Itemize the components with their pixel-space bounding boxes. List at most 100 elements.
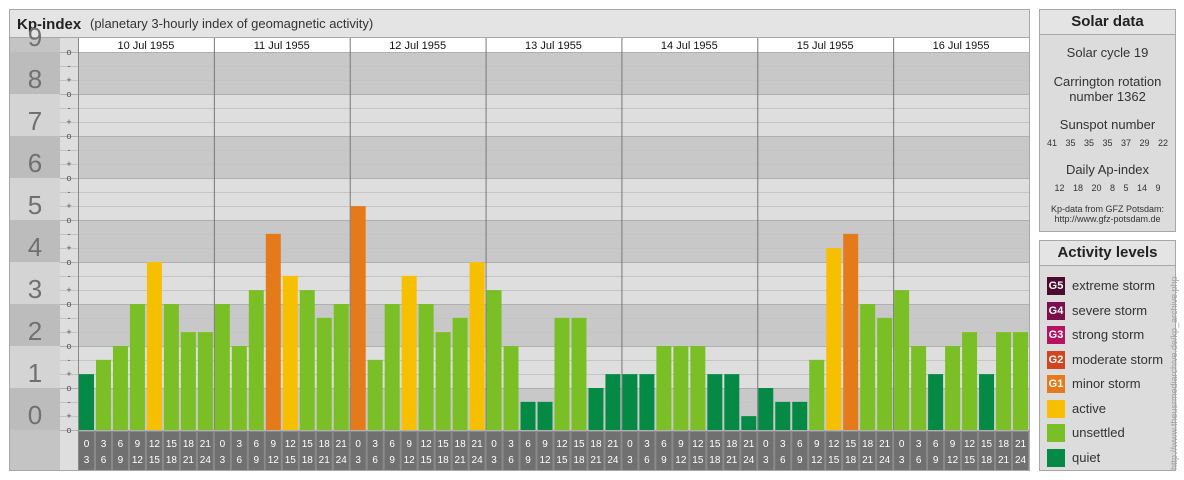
interval-cell	[214, 432, 230, 470]
interval-end-label: 12	[404, 455, 416, 466]
interval-start-label: 12	[556, 439, 568, 450]
interval-end-label: 6	[644, 455, 650, 466]
interval-end-label: 12	[947, 455, 959, 466]
interval-end-label: 21	[726, 455, 738, 466]
interval-start-label: 15	[302, 439, 314, 450]
legend-label: quiet	[1072, 449, 1101, 465]
interval-end-label: 24	[879, 455, 891, 466]
interval-cell	[996, 432, 1012, 470]
interval-start-label: 18	[183, 439, 195, 450]
interval-cell	[282, 432, 298, 470]
y-minor-tick: o	[66, 173, 71, 183]
kp-bar	[928, 374, 944, 430]
kp-bar	[894, 290, 910, 430]
interval-end-label: 3	[355, 455, 361, 466]
kp-bar	[860, 304, 876, 430]
y-tick-label: 8	[28, 64, 42, 94]
y-minor-tick: -	[68, 145, 71, 155]
kp-bar	[537, 401, 553, 430]
interval-cell	[724, 432, 740, 470]
interval-cell	[656, 432, 672, 470]
interval-end-label: 18	[166, 455, 178, 466]
interval-start-label: 6	[661, 439, 667, 450]
interval-start-label: 0	[491, 439, 497, 450]
interval-end-label: 15	[285, 455, 297, 466]
legend-label: strong storm	[1072, 327, 1145, 342]
interval-start-label: 18	[455, 439, 467, 450]
interval-start-label: 12	[149, 439, 161, 450]
interval-start-label: 0	[763, 439, 769, 450]
solar-data-panel: Solar data Solar cycle 19 Carrington rot…	[1039, 9, 1176, 232]
legend-swatch: G1	[1047, 375, 1065, 393]
activity-levels-title: Activity levels	[1040, 241, 1175, 266]
interval-end-label: 6	[372, 455, 378, 466]
interval-end-label: 6	[237, 455, 243, 466]
kp-bar	[945, 346, 961, 430]
interval-start-label: 9	[135, 439, 141, 450]
interval-end-label: 9	[389, 455, 395, 466]
y-band-8	[10, 94, 60, 136]
carrington-line2: number 1362	[1069, 89, 1146, 104]
day-label: 12 Jul 1955	[389, 40, 446, 52]
kp-bar	[962, 332, 978, 430]
kp-bar	[690, 346, 706, 430]
interval-start-label: 21	[607, 439, 619, 450]
y-minor-tick: -	[68, 103, 71, 113]
interval-start-label: 21	[1015, 439, 1027, 450]
kp-bar	[979, 374, 995, 430]
interval-cell	[622, 432, 638, 470]
interval-end-label: 18	[981, 455, 993, 466]
solar-cycle: Solar cycle 19	[1066, 45, 1149, 60]
interval-cell	[928, 432, 944, 470]
band-6	[78, 178, 1029, 220]
kp-bar	[622, 374, 638, 430]
kp-bar	[163, 304, 179, 430]
interval-start-label: 3	[644, 439, 650, 450]
ap-values: 12 18 20 8 5 14 9	[1054, 183, 1161, 193]
interval-cell	[877, 432, 893, 470]
solar-data-title: Solar data	[1040, 10, 1175, 35]
legend-swatch	[1047, 399, 1065, 418]
interval-end-label: 24	[743, 455, 755, 466]
kp-bar	[503, 346, 519, 430]
interval-end-label: 9	[525, 455, 531, 466]
kp-bar	[112, 346, 128, 430]
day-header-row	[78, 38, 1029, 52]
interval-end-label: 3	[763, 455, 769, 466]
interval-start-label: 6	[797, 439, 803, 450]
interval-start-label: 6	[118, 439, 124, 450]
interval-start-label: 12	[828, 439, 840, 450]
kp-bar	[724, 374, 740, 430]
y-minor-tick: o	[66, 215, 71, 225]
interval-cell	[129, 432, 145, 470]
interval-cell	[860, 432, 876, 470]
kp-bar	[384, 304, 400, 430]
y-tick-label: 5	[28, 190, 42, 220]
legend-swatch	[1047, 448, 1065, 467]
y-minor-tick: +	[66, 411, 71, 421]
interval-cell	[469, 432, 485, 470]
interval-end-label: 18	[709, 455, 721, 466]
interval-start-label: 0	[627, 439, 633, 450]
kp-bar	[911, 346, 927, 430]
chart-subtitle: (planetary 3-hourly index of geomagnetic…	[90, 16, 373, 31]
interval-start-label: 15	[438, 439, 450, 450]
interval-cell	[401, 432, 417, 470]
y-minor-tick: -	[68, 229, 71, 239]
legend-swatch: G4	[1047, 301, 1065, 320]
source-line2: http://www.gfz-potsdam.de	[1054, 214, 1161, 224]
interval-cell	[350, 432, 366, 470]
interval-cell	[639, 432, 655, 470]
interval-cell	[945, 432, 961, 470]
interval-start-label: 3	[916, 439, 922, 450]
kp-bar	[486, 290, 502, 430]
kp-bar	[792, 401, 808, 430]
kp-bar	[214, 304, 230, 430]
interval-cell	[333, 432, 349, 470]
y-minor-tick: o	[66, 257, 71, 267]
band-4	[78, 262, 1029, 304]
interval-cell	[163, 432, 179, 470]
interval-start-label: 6	[525, 439, 531, 450]
interval-end-label: 24	[1015, 455, 1027, 466]
interval-cell	[775, 432, 791, 470]
